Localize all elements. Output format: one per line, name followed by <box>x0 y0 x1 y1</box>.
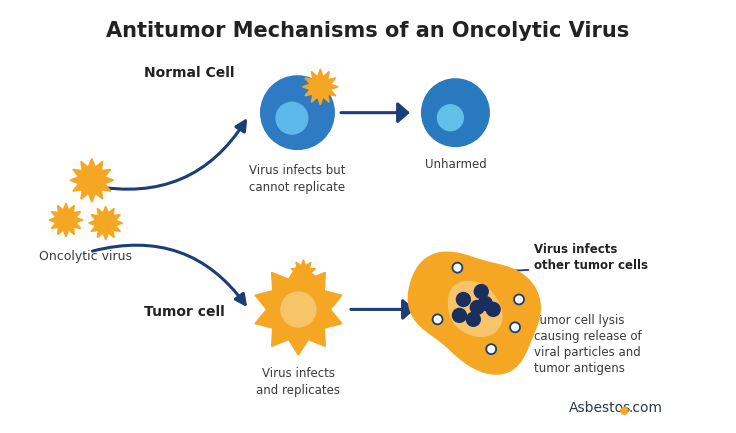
Text: Tumor cell: Tumor cell <box>144 305 225 320</box>
Text: .com: .com <box>629 401 662 415</box>
Polygon shape <box>291 260 316 285</box>
Text: Unharmed: Unharmed <box>425 158 486 171</box>
Circle shape <box>621 407 628 414</box>
Circle shape <box>437 105 463 131</box>
Circle shape <box>261 76 334 149</box>
Text: Tumor cell lysis
causing release of
viral particles and
tumor antigens: Tumor cell lysis causing release of vira… <box>520 313 642 375</box>
Circle shape <box>470 301 484 314</box>
Circle shape <box>311 77 330 97</box>
Text: Virus infects
and replicates: Virus infects and replicates <box>256 367 341 397</box>
Polygon shape <box>49 203 83 237</box>
Circle shape <box>297 266 311 280</box>
Polygon shape <box>408 252 540 374</box>
Circle shape <box>514 294 524 304</box>
Text: Antitumor Mechanisms of an Oncolytic Virus: Antitumor Mechanisms of an Oncolytic Vir… <box>107 21 629 41</box>
Circle shape <box>276 102 308 134</box>
Polygon shape <box>255 264 342 355</box>
Polygon shape <box>302 69 339 105</box>
Polygon shape <box>89 206 123 240</box>
Circle shape <box>96 213 116 233</box>
Circle shape <box>467 312 481 326</box>
Polygon shape <box>70 158 113 202</box>
Text: Normal Cell: Normal Cell <box>144 66 235 80</box>
Polygon shape <box>448 281 502 336</box>
Text: Asbestos: Asbestos <box>569 401 631 415</box>
Text: Oncolytic virus: Oncolytic virus <box>39 250 132 263</box>
Circle shape <box>510 322 520 332</box>
Circle shape <box>453 308 467 322</box>
Circle shape <box>486 302 500 317</box>
Circle shape <box>456 293 470 307</box>
Circle shape <box>79 167 105 193</box>
Circle shape <box>56 210 76 230</box>
Circle shape <box>453 263 462 273</box>
Circle shape <box>478 297 492 310</box>
Circle shape <box>474 284 488 298</box>
Circle shape <box>422 79 489 146</box>
Circle shape <box>433 314 442 324</box>
Circle shape <box>281 292 316 327</box>
Text: Virus infects but
cannot replicate: Virus infects but cannot replicate <box>250 165 346 194</box>
Text: Virus infects
other tumor cells: Virus infects other tumor cells <box>490 243 648 272</box>
Circle shape <box>486 344 496 354</box>
